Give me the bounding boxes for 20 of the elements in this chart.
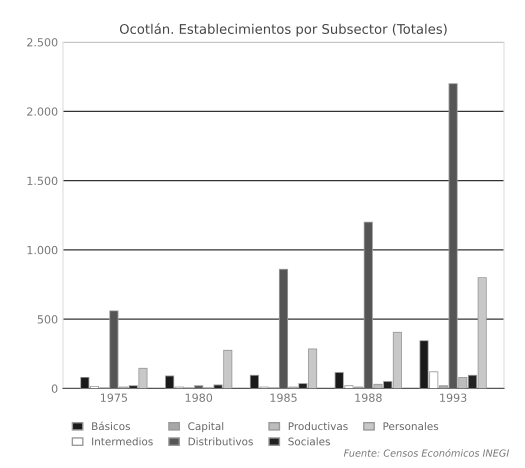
chart-title: Ocotlán. Establecimientos por Subsector (Totales) — [120, 23, 447, 37]
y-tick-label: 2.000 — [27, 107, 58, 116]
legend-label: Básicos — [92, 422, 130, 430]
legend-label: Capital — [188, 422, 224, 432]
y-tick-label: 2.500 — [27, 38, 58, 46]
x-tick-label: 1993 — [440, 393, 466, 402]
x-tick-label: 1985 — [270, 393, 297, 402]
x-tick-label: 1980 — [186, 393, 212, 402]
legend-label: Personales — [384, 422, 438, 430]
legend-label: Productivas — [288, 422, 348, 430]
legend-label: Intermedios — [92, 437, 153, 446]
y-tick-label: 500 — [38, 315, 58, 324]
y-tick-label: 1.000 — [28, 246, 58, 254]
source-note: Fuente: Censos Económicos INEGI — [344, 448, 509, 457]
x-tick-label: 1975 — [100, 393, 128, 402]
x-tick-label: 1988 — [355, 393, 382, 402]
y-tick-label: 1.500 — [28, 176, 58, 186]
legend-label: Sociales — [288, 437, 330, 446]
legend-label: Distributivos — [188, 437, 253, 446]
y-tick-label: 0 — [52, 384, 58, 393]
